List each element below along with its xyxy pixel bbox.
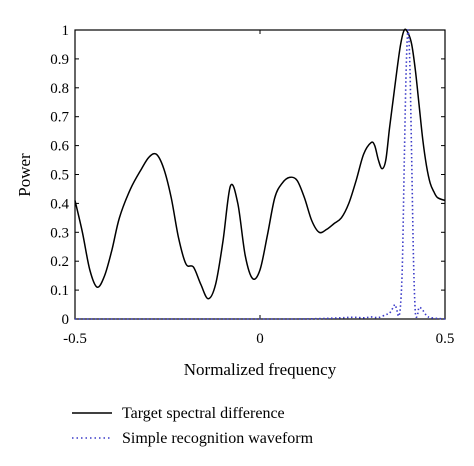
y-tick-label: 0.3 — [50, 225, 69, 241]
x-tick-label: 0.5 — [436, 331, 455, 347]
y-tick-label: 0 — [62, 312, 70, 328]
x-axis-label: Normalized frequency — [184, 360, 337, 379]
x-axis: -0.5 0 0.5 — [63, 30, 454, 347]
plot-frame — [74, 29, 446, 320]
legend-label-target: Target spectral difference — [122, 405, 285, 422]
y-axis-label: Power — [15, 153, 34, 197]
x-tick-label: -0.5 — [63, 331, 87, 347]
y-tick-label: 0.2 — [50, 254, 69, 270]
legend: Target spectral difference Simple recogn… — [72, 405, 314, 447]
y-tick-label: 0.9 — [50, 52, 69, 68]
y-tick-label: 0.4 — [50, 196, 69, 212]
series-layer — [74, 28, 446, 320]
legend-label-waveform: Simple recognition waveform — [122, 430, 314, 447]
series-line-target-spectral-difference — [74, 28, 446, 300]
y-tick-label: 0.5 — [50, 168, 69, 184]
y-tick-label: 1 — [62, 23, 70, 39]
y-tick-label: 0.1 — [50, 283, 69, 299]
y-tick-label: 0.6 — [50, 139, 69, 155]
y-tick-label: 0.8 — [50, 81, 69, 97]
y-axis: 0 0.1 0.2 0.3 0.4 0.5 0.6 0.7 0.8 0.9 1 — [50, 23, 445, 328]
y-tick-label: 0.7 — [50, 110, 69, 126]
series-line-simple-recognition-waveform — [74, 29, 446, 320]
x-tick-label: 0 — [256, 331, 264, 347]
